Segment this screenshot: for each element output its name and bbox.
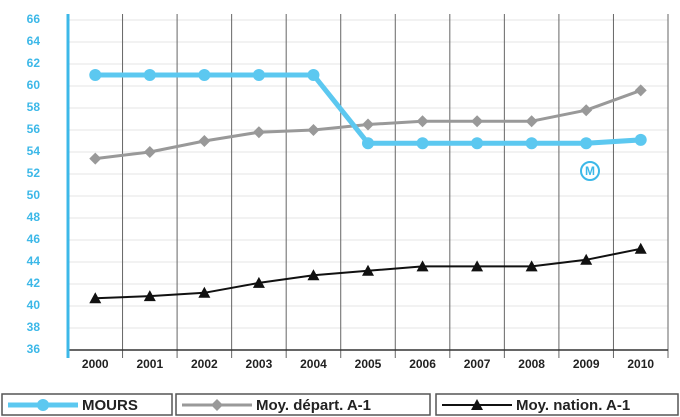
x-tick-label: 2005 bbox=[355, 357, 382, 371]
y-tick-label: 36 bbox=[27, 342, 41, 356]
legend-label: Moy. départ. A-1 bbox=[256, 397, 371, 414]
y-tick-label: 64 bbox=[27, 34, 41, 48]
point bbox=[253, 69, 265, 81]
y-tick-label: 54 bbox=[27, 144, 41, 158]
point bbox=[635, 134, 647, 146]
y-tick-label: 38 bbox=[27, 320, 41, 334]
y-tick-label: 58 bbox=[27, 100, 41, 114]
y-tick-label: 66 bbox=[27, 12, 41, 26]
x-tick-label: 2003 bbox=[246, 357, 273, 371]
point bbox=[89, 69, 101, 81]
legend-marker bbox=[37, 399, 49, 411]
y-tick-label: 62 bbox=[27, 56, 41, 70]
point bbox=[362, 137, 374, 149]
point bbox=[526, 137, 538, 149]
x-tick-label: 2001 bbox=[136, 357, 163, 371]
y-tick-label: 50 bbox=[27, 188, 41, 202]
background bbox=[0, 0, 680, 417]
y-tick-label: 56 bbox=[27, 122, 41, 136]
legend-label: MOURS bbox=[82, 397, 138, 414]
x-tick-label: 2008 bbox=[518, 357, 545, 371]
y-tick-label: 60 bbox=[27, 78, 41, 92]
annotation: M bbox=[585, 164, 595, 178]
y-tick-label: 46 bbox=[27, 232, 41, 246]
y-tick-label: 48 bbox=[27, 210, 41, 224]
x-tick-label: 2009 bbox=[573, 357, 600, 371]
x-tick-label: 2002 bbox=[191, 357, 218, 371]
x-tick-label: 2004 bbox=[300, 357, 327, 371]
point bbox=[471, 137, 483, 149]
point bbox=[198, 69, 210, 81]
point bbox=[307, 69, 319, 81]
x-tick-label: 2010 bbox=[627, 357, 654, 371]
x-tick-label: 2007 bbox=[464, 357, 491, 371]
point bbox=[144, 69, 156, 81]
y-tick-label: 44 bbox=[27, 254, 41, 268]
x-tick-label: 2006 bbox=[409, 357, 436, 371]
chart: 36 38 40 42 44 46 48 50 52 54 56 58 60 62 64 66 2000 2001… bbox=[0, 0, 680, 417]
legend-label: Moy. nation. A-1 bbox=[516, 397, 630, 414]
y-tick-label: 52 bbox=[27, 166, 41, 180]
point bbox=[417, 137, 429, 149]
x-tick-label: 2000 bbox=[82, 357, 109, 371]
y-tick-label: 42 bbox=[27, 276, 41, 290]
point bbox=[580, 137, 592, 149]
y-tick-label: 40 bbox=[27, 298, 41, 312]
